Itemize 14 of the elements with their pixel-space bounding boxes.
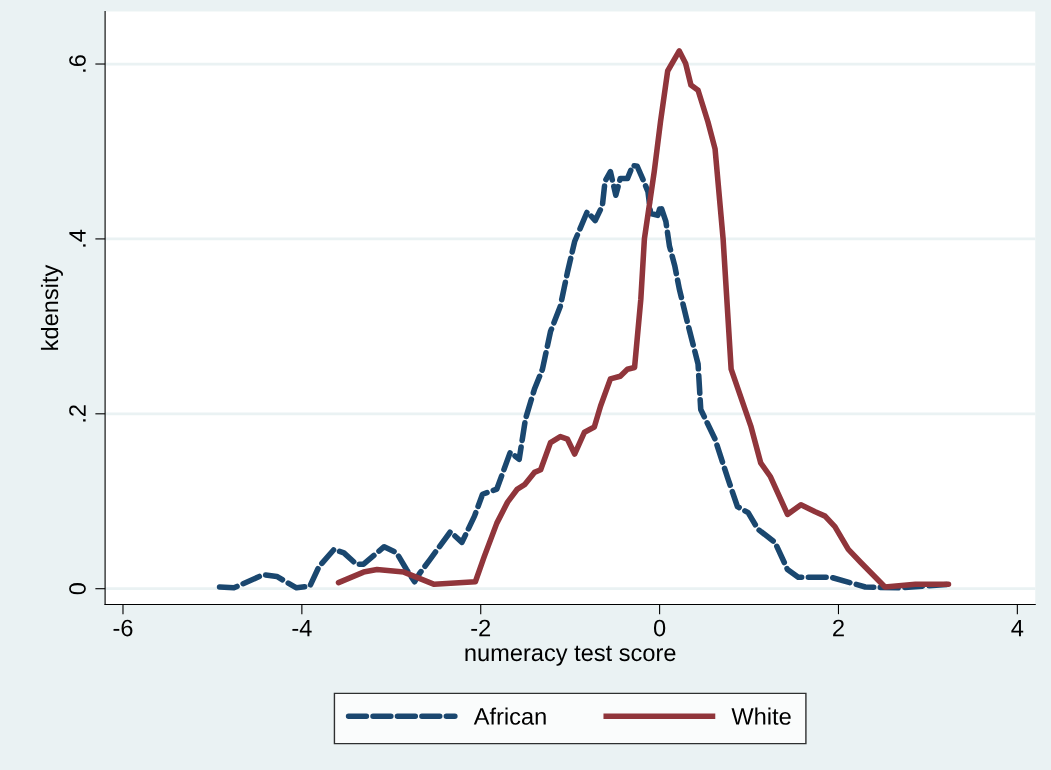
- x-axis-title: numeracy test score: [465, 645, 676, 666]
- x-tick-label: 0: [653, 619, 666, 637]
- legend-label: White: [731, 707, 791, 725]
- x-tick-label: -4: [292, 619, 312, 637]
- y-tick-label: .6: [69, 55, 86, 72]
- x-tick-label: 4: [1011, 619, 1024, 637]
- y-tick-label: .2: [69, 405, 86, 422]
- legend-label: African: [473, 707, 546, 725]
- y-axis-title: kdensity: [40, 264, 63, 350]
- x-tick-label: -6: [113, 619, 133, 637]
- y-tick-label: .4: [69, 229, 86, 247]
- x-tick-label: -2: [471, 619, 491, 637]
- y-tick-label: 0: [69, 583, 86, 595]
- x-tick-label: 2: [833, 619, 844, 637]
